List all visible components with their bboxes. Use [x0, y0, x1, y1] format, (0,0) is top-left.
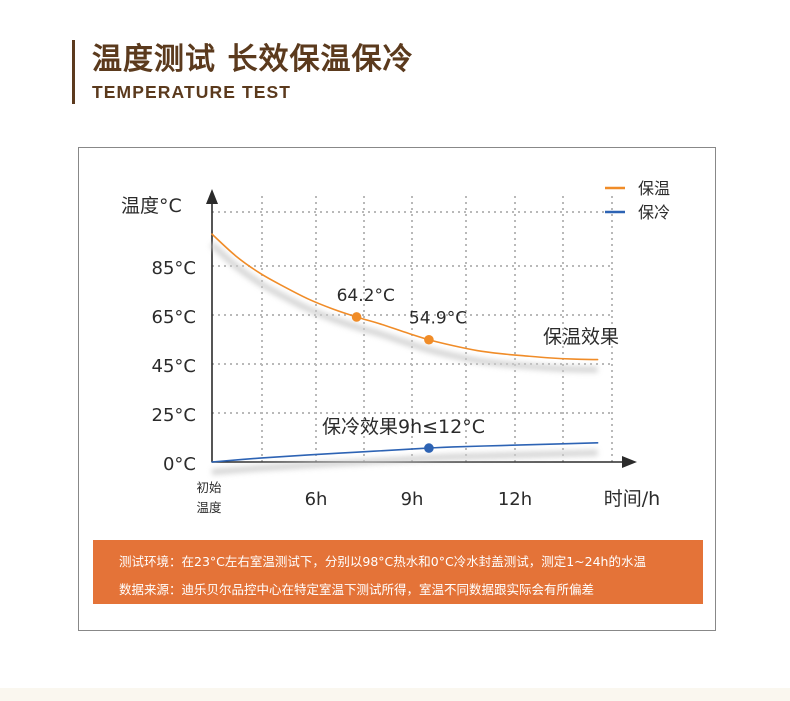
- series-shadow-保温: [209, 241, 598, 373]
- y-axis-arrow: [206, 189, 218, 204]
- x-tick-label-0-1: 温度: [196, 500, 222, 515]
- data-point-1: [424, 334, 434, 345]
- y-tick-label-0: 0°C: [163, 454, 196, 475]
- x-axis-arrow: [622, 456, 637, 468]
- y-axis-label: 温度°C: [121, 195, 182, 217]
- legend-label-1: 保冷: [638, 203, 670, 222]
- x-axis-label: 时间/h: [604, 488, 660, 510]
- bottom-band: [0, 688, 790, 701]
- legend-label-0: 保温: [638, 179, 670, 198]
- series-line-保温: [211, 233, 599, 361]
- x-tick-label-1: 6h: [305, 489, 328, 510]
- test-notes: 测试环境：在23°C左右室温测试下，分别以98°C热水和0°C冷水封盖测试，测定…: [93, 540, 703, 604]
- page-title: 温度测试 长效保温保冷: [92, 42, 414, 77]
- y-tick-label-3: 65°C: [152, 307, 196, 328]
- data-label-0: 64.2°C: [337, 286, 395, 306]
- header: 温度测试 长效保温保冷 TEMPERATURE TEST: [72, 40, 413, 104]
- page-subtitle: TEMPERATURE TEST: [92, 82, 292, 102]
- annotation-1: 保冷效果9h≤12°C: [322, 416, 485, 438]
- series-line-保冷: [211, 441, 599, 463]
- note-data-source: 数据来源：迪乐贝尔品控中心在特定室温下测试所得，室温不同数据跟实际会有所偏差: [119, 582, 595, 597]
- y-tick-label-1: 25°C: [152, 405, 196, 426]
- y-tick-label-2: 45°C: [152, 356, 196, 377]
- note-test-environment: 测试环境：在23°C左右室温测试下，分别以98°C热水和0°C冷水封盖测试，测定…: [119, 554, 646, 569]
- x-tick-label-0-0: 初始: [196, 480, 222, 495]
- x-tick-label-2: 9h: [401, 489, 424, 510]
- series-shadow-保冷: [211, 449, 598, 475]
- annotation-0: 保温效果: [543, 326, 619, 348]
- data-label-1: 54.9°C: [409, 309, 467, 329]
- x-tick-label-3: 12h: [498, 489, 532, 510]
- data-point-2: [424, 443, 434, 453]
- y-tick-label-4: 85°C: [152, 258, 196, 279]
- data-point-0: [351, 312, 362, 322]
